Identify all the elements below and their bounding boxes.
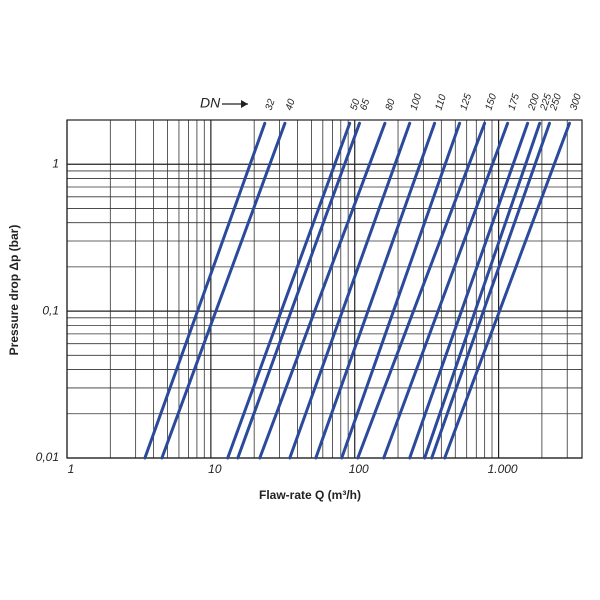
series-line [143,121,267,460]
x-axis-title: Flaw-rate Q (m³/h) [259,488,361,502]
series-line [226,121,352,460]
series-label: 100 [409,92,425,112]
series-label: 250 [548,92,564,113]
y-tick-label: 1 [52,156,59,170]
x-tick-label: 10 [208,462,222,476]
x-tick-label: 1.000 [488,462,518,476]
series-label: 225 [538,92,554,113]
series-line [160,121,287,460]
series-line [340,121,462,460]
series-label: 175 [506,92,522,112]
series-label: 50 [349,97,363,111]
series-label: 110 [433,93,449,112]
y-axis-title: Pressure drop Δp (bar) [7,225,21,356]
series-label: 40 [284,97,298,111]
x-tick-label: 100 [349,462,369,476]
y-tick-label: 0,1 [42,303,59,317]
series-label: 32 [264,97,278,111]
series-label: 150 [484,92,500,112]
series-line [288,121,412,460]
series-label: 80 [384,97,398,111]
series-line [356,121,487,460]
series-line [236,121,361,460]
dn-arrow-head [241,100,248,108]
series-line [258,121,387,460]
x-tick-label: 1 [68,462,75,476]
series-line [382,121,510,460]
plot-frame [66,119,583,459]
series-line [314,121,437,460]
dn-label: DN [200,95,221,111]
series-label: 200 [526,92,542,113]
series-label: 300 [568,92,584,112]
series-label: 65 [358,97,372,111]
series-line [408,121,530,460]
series-label: 125 [459,92,475,112]
series-line [443,121,571,460]
series-line [423,121,542,460]
y-tick-label: 0,01 [36,450,59,464]
series-line [430,121,551,460]
